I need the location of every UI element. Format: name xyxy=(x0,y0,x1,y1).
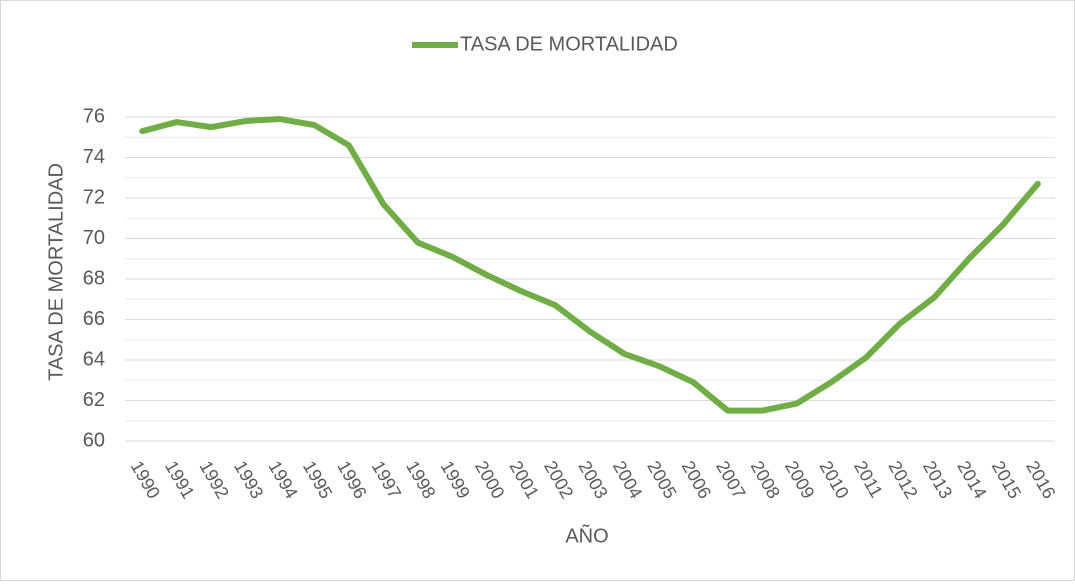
legend-label: TASA DE MORTALIDAD xyxy=(460,33,678,55)
y-tick-label: 70 xyxy=(83,227,105,249)
y-tick-label: 76 xyxy=(83,105,105,127)
y-tick-label: 68 xyxy=(83,267,105,289)
x-axis-title: AÑO xyxy=(565,523,608,547)
y-tick-label: 62 xyxy=(83,389,105,411)
y-axis-title: TASA DE MORTALIDAD xyxy=(45,163,67,381)
y-tick-label: 66 xyxy=(83,308,105,330)
y-tick-label: 74 xyxy=(83,146,105,168)
data-line xyxy=(139,116,1041,414)
y-tick-label: 72 xyxy=(83,186,105,208)
y-tick-label: 60 xyxy=(83,429,105,451)
y-tick-label: 64 xyxy=(83,348,105,370)
